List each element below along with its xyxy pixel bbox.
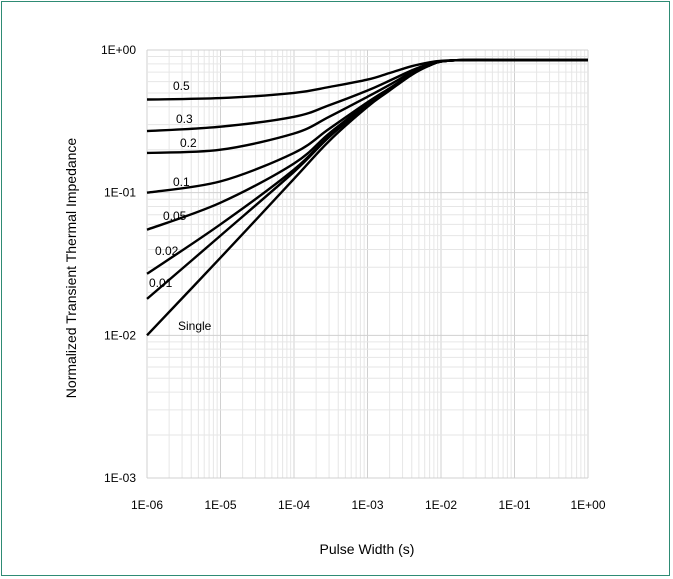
curve-label: 0.01 <box>149 276 173 290</box>
x-tick-label: 1E-03 <box>351 498 383 512</box>
x-tick-label: 1E-01 <box>498 498 530 512</box>
x-tick-label: 1E-04 <box>278 498 310 512</box>
x-tick-label: 1E-06 <box>131 498 163 512</box>
curve-label: 0.2 <box>180 136 197 150</box>
y-axis-title: Normalized Transient Thermal Impedance <box>63 138 79 399</box>
y-tick-label: 1E+00 <box>101 43 136 57</box>
curve-label: 0.1 <box>173 175 190 189</box>
curve-label: 0.05 <box>163 209 187 223</box>
y-tick-label: 1E-02 <box>104 328 136 342</box>
curve-label: 0.5 <box>173 79 190 93</box>
y-tick-label: 1E-03 <box>104 471 136 485</box>
x-tick-label: 1E+00 <box>570 498 605 512</box>
y-tick-label: 1E-01 <box>104 186 136 200</box>
curve-label: Single <box>178 319 212 333</box>
x-tick-label: 1E-02 <box>425 498 457 512</box>
curve-label: 0.02 <box>155 244 179 258</box>
curve-label: 0.3 <box>176 112 193 126</box>
x-tick-label: 1E-05 <box>204 498 236 512</box>
x-axis-title: Pulse Width (s) <box>320 541 415 557</box>
